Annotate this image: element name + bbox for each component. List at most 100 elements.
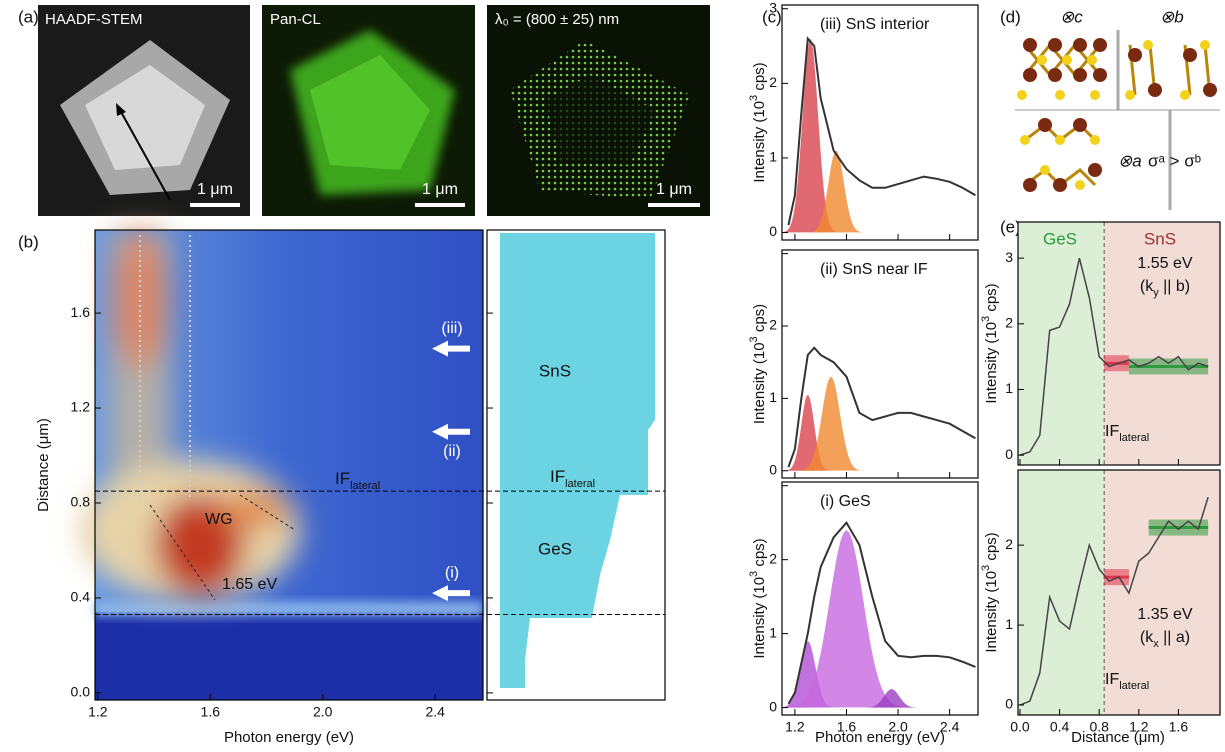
sns-region	[1104, 470, 1220, 715]
text-part: b	[1176, 278, 1185, 295]
ges-region	[1018, 470, 1105, 715]
panel-label: (a)	[18, 7, 39, 26]
x-tick-label: 0.4	[1050, 719, 1070, 735]
x-tick-label: 2.4	[940, 719, 960, 735]
heatmap	[80, 230, 483, 700]
region-label: SnS	[1144, 229, 1176, 248]
image-cl-filtered	[487, 5, 710, 216]
text-part: (k	[1140, 278, 1154, 295]
crystal-structure	[1015, 30, 1220, 210]
text-part: cps)	[751, 538, 768, 571]
x-tick-label: 1.6	[837, 719, 857, 735]
plot-title: (i) GeS	[820, 493, 871, 510]
position-label: (ii)	[443, 443, 461, 460]
position-arrow	[432, 423, 470, 440]
y-tick-label: 1	[769, 389, 777, 405]
text-part: Intensity (10	[983, 571, 1000, 653]
if-label: IFlateral	[335, 469, 380, 491]
text-part: Intensity (10	[751, 342, 768, 424]
plot-frame	[94, 229, 484, 701]
text-part: 3	[748, 95, 760, 101]
energy-label: 1.35 eV	[1137, 606, 1192, 623]
polarization-label: (kx || a)	[1140, 629, 1190, 650]
x-tick-label: 1.6	[1169, 719, 1189, 735]
annotation: WG	[205, 511, 233, 528]
scale-bar-label: 1 μm	[422, 181, 458, 198]
x-tick-label: 1.2	[1129, 719, 1149, 735]
peak-fit	[809, 150, 864, 233]
text-part: )	[1185, 278, 1190, 295]
y-tick-label: 0	[769, 223, 777, 239]
text-part: cps)	[751, 62, 768, 95]
panel-label: (c)	[762, 7, 782, 26]
text-part: x	[1153, 638, 1159, 650]
intensity-profile	[1019, 257, 1209, 456]
y-tick-label: 0	[769, 461, 777, 477]
text-part: )	[1185, 629, 1190, 646]
panel-label: (d)	[1000, 7, 1021, 26]
y-tick-label: 0.8	[71, 494, 91, 510]
if-label: IFlateral	[1105, 423, 1149, 444]
text-part: ||	[1159, 278, 1176, 295]
y-tick-label: 1	[769, 149, 777, 165]
axis-symbol: ⊗a	[1118, 151, 1142, 170]
text-part: IF	[1105, 671, 1119, 688]
y-tick-label: 2	[769, 550, 777, 566]
text-part: Intensity (10	[751, 101, 768, 183]
text-part: 3	[980, 565, 992, 571]
y-tick-label: 2	[1005, 315, 1013, 331]
text-part: 3	[748, 336, 760, 342]
y-axis-label: Intensity (103 cps)	[980, 283, 1000, 403]
plot-frame	[781, 249, 979, 479]
text-part: cps)	[983, 532, 1000, 565]
ges-region	[1018, 222, 1105, 465]
sns-region	[1104, 222, 1220, 465]
x-tick-label: 1.2	[785, 719, 805, 735]
spectrum	[787, 36, 976, 226]
y-tick-label: 0	[1005, 696, 1013, 712]
text-part: y	[1153, 287, 1159, 299]
x-tick-label: 2.4	[425, 704, 445, 720]
region-label: GeS	[1043, 229, 1077, 248]
text-part: lateral	[565, 478, 595, 490]
peak-fit	[780, 641, 835, 708]
polarization-label: (ky || b)	[1140, 278, 1190, 299]
image-pan-cl	[262, 5, 475, 216]
position-label: (iii)	[441, 320, 462, 337]
text-part: Intensity (10	[983, 322, 1000, 404]
text-part: 3	[980, 316, 992, 322]
plot-frame	[781, 4, 979, 241]
text-part: cps)	[983, 283, 1000, 316]
x-tick-label: 1.6	[201, 704, 221, 720]
y-axis-label: Intensity (103 cps)	[748, 304, 768, 424]
y-tick-label: 3	[769, 0, 777, 15]
x-tick-label: 2.0	[888, 719, 908, 735]
y-axis-label: Distance (μm)	[35, 418, 52, 512]
scale-bar-label: 1 μm	[197, 181, 233, 198]
y-tick-label: 3	[1005, 249, 1013, 265]
y-tick-label: 2	[769, 74, 777, 90]
text-part: Intensity (10	[751, 577, 768, 659]
plot-title: (ii) SnS near IF	[820, 261, 928, 278]
peak-fit	[799, 376, 863, 471]
x-axis-label: Photon energy (eV)	[815, 729, 945, 746]
x-tick-label: 1.2	[88, 704, 108, 720]
axis-symbol: ⊗c	[1060, 7, 1083, 26]
intensity-profile	[1019, 496, 1209, 706]
text-part: 3	[748, 571, 760, 577]
x-axis-label: Photon energy (eV)	[224, 729, 354, 746]
y-tick-label: 0	[769, 698, 777, 714]
if-label: IFlateral	[550, 467, 595, 489]
if-label: IFlateral	[1105, 671, 1149, 692]
text-part: IF	[335, 469, 350, 488]
y-tick-label: 0	[1005, 446, 1013, 462]
region-label: GeS	[538, 539, 572, 558]
annotation: 1.65 eV	[222, 576, 277, 593]
image-haadf	[38, 5, 250, 216]
peak-fit	[787, 530, 906, 708]
spectrum	[787, 520, 976, 705]
scale-bar-label: 1 μm	[656, 181, 692, 198]
x-tick-label: 0.8	[1089, 719, 1109, 735]
x-axis-label: Distance (μm)	[1071, 729, 1165, 746]
